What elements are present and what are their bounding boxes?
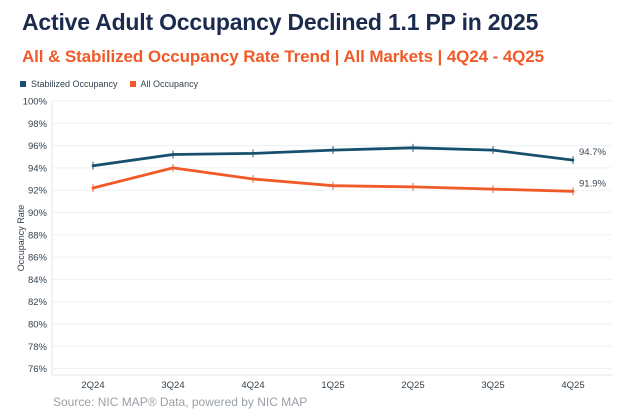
chart-legend: Stabilized Occupancy All Occupancy [20,79,198,89]
x-tick-label: 4Q25 [561,380,584,391]
y-tick-label: 98% [28,119,48,130]
y-tick-label: 78% [28,342,48,353]
y-tick-label: 100% [23,97,48,108]
legend-swatch-all-icon [129,81,136,87]
series-line-all [91,166,575,193]
series-line-stabilized [91,146,575,168]
series-end-value-label: 94.7% [579,147,606,158]
y-tick-label: 88% [28,230,48,241]
source-attribution: Source: NIC MAP® Data, powered by NIC MA… [53,395,308,409]
y-tick-label: 82% [28,297,48,308]
y-tick-label: 84% [28,275,48,286]
legend-item-stabilized-occupancy[interactable]: Stabilized Occupancy [20,79,118,89]
x-tick-label: 4Q24 [241,380,264,391]
y-tick-label: 96% [28,141,48,152]
y-tick-label: 80% [28,320,48,331]
x-tick-label: 2Q24 [81,380,104,391]
legend-item-all-occupancy[interactable]: All Occupancy [129,79,199,89]
y-tick-label: 94% [28,163,48,174]
y-tick-label: 92% [28,186,48,197]
legend-label-stabilized: Stabilized Occupancy [31,79,118,89]
x-tick-label: 3Q24 [161,380,184,391]
page-title: Active Adult Occupancy Declined 1.1 PP i… [22,9,539,35]
y-tick-label: 76% [28,364,48,375]
legend-swatch-stabilized-icon [20,81,26,87]
series-end-value-label: 91.9% [579,178,606,189]
legend-label-all: All Occupancy [140,79,199,89]
chart-subtitle: All & Stabilized Occupancy Rate Trend | … [22,47,545,66]
y-tick-label: 90% [28,208,48,219]
x-tick-label: 3Q25 [481,380,504,391]
x-tick-label: 1Q25 [321,380,344,391]
y-tick-label: 86% [28,253,48,264]
x-tick-label: 2Q25 [401,380,424,391]
y-axis-title: Occupancy Rate [16,205,26,272]
occupancy-line-chart: 100% 98% 96% 94% 92% 90% 88% 86% 84% 82% 80% 78% 76%… [16,97,612,391]
